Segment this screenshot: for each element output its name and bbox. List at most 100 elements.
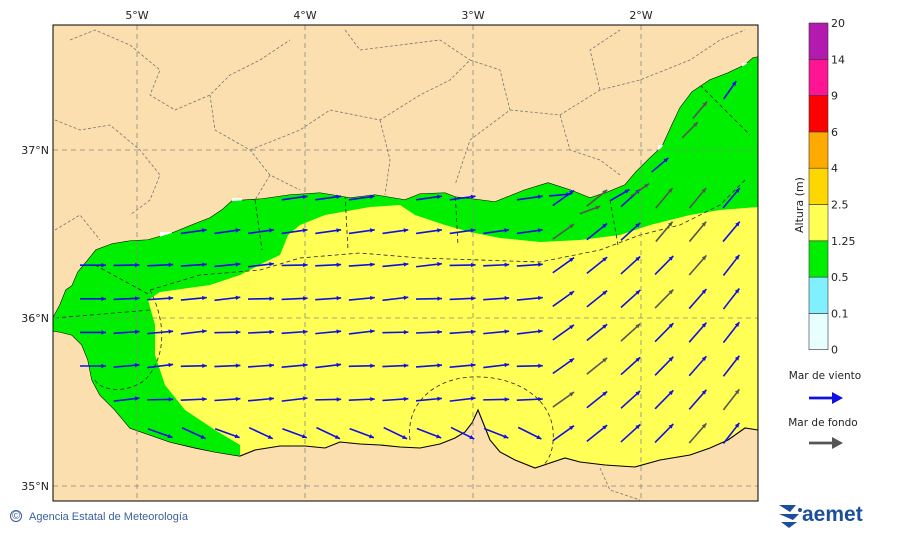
wave-arrow [651, 157, 669, 173]
wave-arrow [113, 396, 140, 402]
wave-arrow [247, 363, 275, 368]
wave-arrow [214, 428, 240, 439]
wave-arrow [247, 329, 275, 335]
wave-arrow [654, 423, 674, 444]
wave-arrow [586, 222, 608, 241]
legend-tick-label: 0 [831, 344, 838, 357]
wave-arrow [247, 296, 275, 301]
wave-arrow [688, 221, 707, 243]
wave-arrow [315, 296, 342, 301]
wave-arrow [681, 121, 699, 139]
swell-label: Mar de fondo [788, 417, 857, 429]
legend-swatch [808, 313, 829, 350]
wave-arrow [282, 427, 308, 439]
wave-arrow [586, 323, 608, 342]
wave-arrow [655, 221, 674, 243]
wave-arrow [449, 194, 476, 201]
wave-arrow [610, 188, 630, 202]
lat-label-35n: 35°N [21, 480, 49, 493]
wave-arrow [281, 262, 308, 268]
wave-arrow [483, 362, 510, 369]
wave-arrow [315, 228, 342, 235]
wave-arrow [552, 257, 575, 274]
wave-arrow [348, 194, 375, 201]
wave-arrow [248, 228, 274, 235]
legend-swatch [808, 276, 829, 314]
wave-arrow [586, 390, 608, 409]
wave-arrow [415, 396, 443, 402]
wave-arrow [382, 330, 409, 335]
wave-arrow [180, 228, 207, 235]
wave-arrow [383, 426, 408, 440]
wave-arrow [113, 262, 140, 268]
legend-swatch [808, 131, 829, 169]
wave-arrow [586, 256, 608, 274]
wave-arrows [80, 80, 741, 444]
map-border [52, 24, 759, 502]
wave-arrow [516, 194, 543, 201]
wave-arrow [180, 363, 207, 368]
wave-arrow [620, 423, 641, 443]
wave-arrow [692, 101, 708, 119]
wave-arrow [722, 288, 741, 310]
wave-arrow [516, 397, 543, 402]
wave-arrow [348, 329, 375, 335]
wave-arrow [552, 425, 575, 442]
wave-arrow [552, 189, 575, 207]
wave-arrow [516, 262, 543, 267]
wave-arrow [620, 390, 641, 409]
legend-tick-label: 2.5 [831, 199, 849, 212]
wave-arrow [579, 205, 601, 215]
wave-arrow [586, 357, 608, 375]
wave-arrow [248, 426, 274, 440]
longitude-labels: 5°W 4°W 3°W 2°W [125, 9, 652, 22]
legend-tick-label: 0.5 [831, 271, 849, 284]
wave-arrow [147, 362, 174, 369]
wave-arrow [315, 397, 342, 402]
agency-name: Agencia Estatal de Meteorología [29, 511, 189, 523]
wave-arrow [348, 363, 375, 368]
wave-arrow [147, 397, 174, 402]
wave-arrow [181, 427, 206, 440]
wave-arrow [722, 187, 741, 209]
wave-arrow [688, 254, 707, 276]
wave-arrow [281, 296, 308, 301]
wave-arrow [416, 228, 442, 235]
wave-arrow [415, 296, 443, 301]
wave-arrow [722, 388, 741, 411]
legend-swatch [808, 204, 829, 242]
wave-arrow [348, 262, 375, 267]
wave-arrow [655, 187, 674, 209]
wave-arrow [113, 329, 140, 335]
lat-label-37n: 37°N [21, 144, 49, 157]
wave-arrow [722, 254, 741, 276]
wave-arrow [516, 295, 543, 301]
wave-arrow [722, 321, 741, 344]
wave-arrow [450, 426, 475, 440]
wave-arrow [315, 362, 342, 369]
wave-arrow [688, 288, 707, 310]
wave-arrow [281, 396, 308, 402]
wave-arrow [483, 262, 510, 267]
wave-arrow [316, 426, 341, 440]
wave-arrow [654, 389, 674, 410]
lon-label-5w: 5°W [125, 9, 148, 22]
wave-arrow [80, 330, 106, 335]
wave-arrow [247, 396, 275, 402]
wave-arrow [415, 329, 443, 335]
wave-arrow [654, 288, 674, 309]
legend-tick-label: 14 [831, 53, 845, 66]
wave-arrow [315, 262, 342, 267]
copyright-icon [10, 510, 22, 522]
wave-arrow [180, 397, 207, 402]
height-legend: 0 0.1 0.5 1.25 2.5 4 6 9 14 20 Altura (m) Mar de … [788, 17, 861, 449]
legend-swatch [808, 58, 829, 96]
wind-sea-label: Mar de viento [789, 370, 861, 382]
wave-arrow [722, 221, 741, 243]
wave-arrow [348, 228, 375, 235]
wave-arrow [315, 329, 342, 335]
wave-arrow [483, 329, 510, 335]
wave-arrow [113, 363, 140, 369]
legend-swatch [808, 167, 829, 205]
legend-tick-label: 9 [831, 90, 838, 103]
